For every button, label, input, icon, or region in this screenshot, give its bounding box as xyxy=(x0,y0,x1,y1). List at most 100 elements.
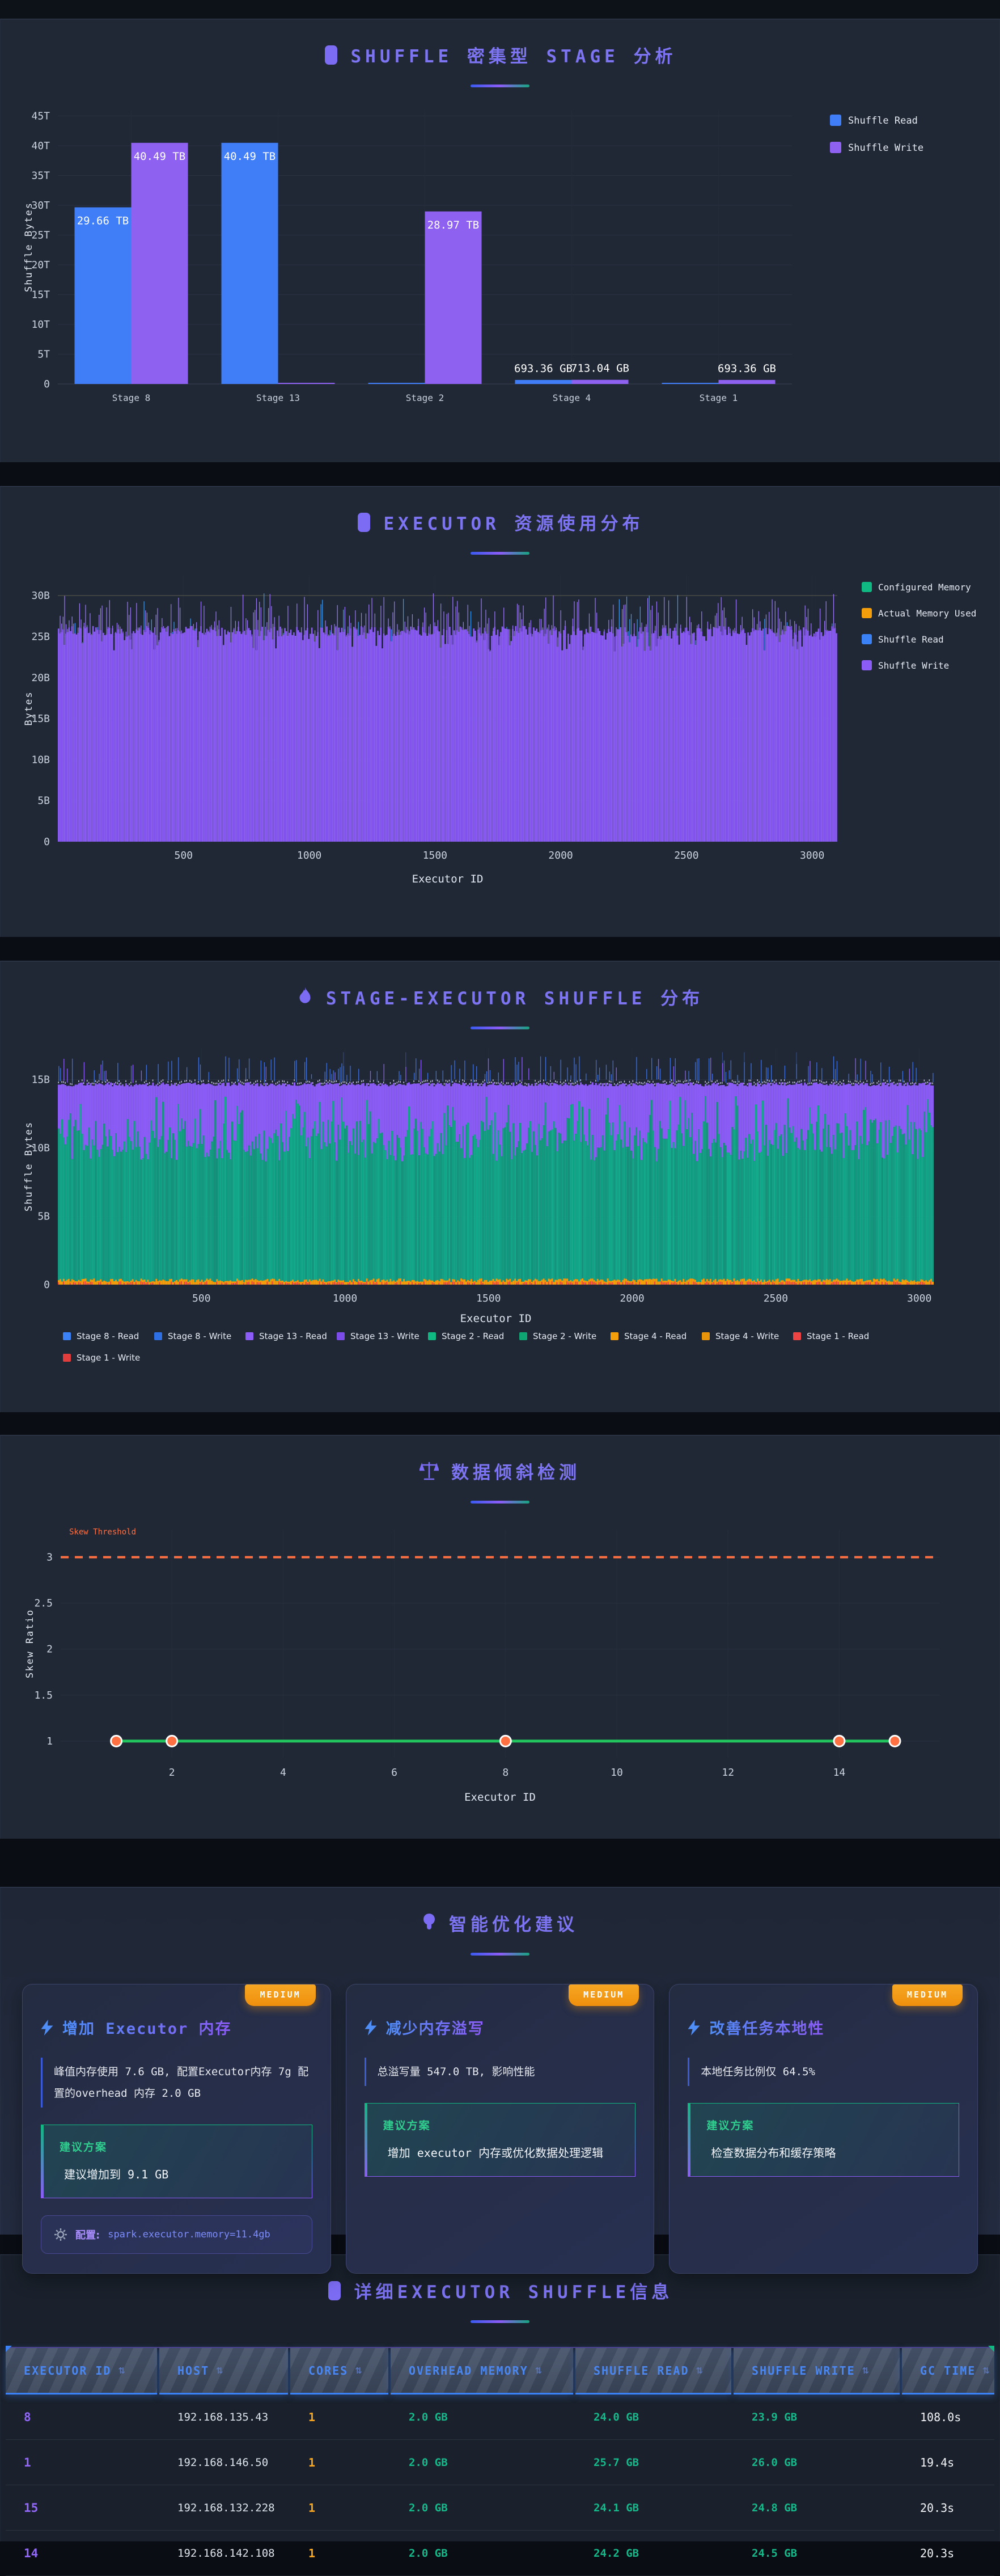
svg-text:Configured Memory: Configured Memory xyxy=(878,582,971,593)
column-header-executor-id[interactable]: EXECUTOR ID ⇅ xyxy=(6,2348,157,2395)
legend-item[interactable]: Stage 8 - Write xyxy=(154,1331,245,1341)
legend-label: Stage 13 - Read xyxy=(259,1331,327,1341)
svg-text:Shuffle Read: Shuffle Read xyxy=(848,115,918,126)
legend-label: Stage 1 - Write xyxy=(77,1353,141,1363)
plan-text: 检查数据分布和缓存策略 xyxy=(711,2146,836,2160)
sort-icon[interactable]: ⇅ xyxy=(862,2365,871,2376)
svg-text:Shuffle Write: Shuffle Write xyxy=(848,142,923,154)
bar-icon xyxy=(324,45,337,65)
column-header-shuffle-read[interactable]: SHUFFLE READ ⇅ xyxy=(575,2348,731,2395)
svg-text:1000: 1000 xyxy=(297,850,321,862)
svg-text:15B: 15B xyxy=(31,1074,50,1086)
column-header-cores[interactable]: CORES ⇅ xyxy=(290,2348,388,2395)
svg-text:14: 14 xyxy=(833,1767,846,1779)
svg-text:Stage 1: Stage 1 xyxy=(700,392,738,403)
severity-badge: MEDIUM xyxy=(569,1984,639,2006)
legend-item[interactable]: Actual Memory Used xyxy=(862,608,976,619)
sort-icon[interactable]: ⇅ xyxy=(118,2365,127,2376)
legend-item[interactable]: Stage 2 - Write xyxy=(519,1331,611,1341)
table-cell: 14 xyxy=(24,2546,39,2560)
config-label: 配置: xyxy=(75,2229,100,2241)
legend-swatch xyxy=(63,1332,71,1340)
legend-label: Stage 13 - Write xyxy=(350,1331,420,1341)
executor-resource-chart[interactable]: 0 5B 10B 15B 20B 25B 30B 500 1000 1500 2000 2500 300… xyxy=(18,565,982,905)
svg-text:3000: 3000 xyxy=(907,1293,931,1304)
section-header: SHUFFLE 密集型 STAGE 分析 xyxy=(1,19,999,67)
section-header: 详细EXECUTOR SHUFFLE信息 xyxy=(1,2255,999,2303)
lightning-icon xyxy=(365,2019,377,2036)
svg-text:15B: 15B xyxy=(31,713,50,725)
executor-shuffle-table: EXECUTOR ID ⇅ HOST ⇅ CORES ⇅ OVERHEAD MEMORY ⇅ S… xyxy=(6,2346,994,2576)
stage-executor-stacked-chart[interactable]: 0 5B 10B 15B 500 1000 1500 2000 2500 3000 Executor… xyxy=(18,1040,982,1325)
svg-text:Executor ID: Executor ID xyxy=(464,1791,536,1804)
sort-icon[interactable]: ⇅ xyxy=(982,2365,991,2376)
severity-badge: MEDIUM xyxy=(245,1984,316,2006)
table-cell: 24.0 GB xyxy=(594,2410,639,2423)
svg-text:20T: 20T xyxy=(31,259,50,271)
legend-item[interactable]: Shuffle Write xyxy=(862,660,949,671)
legend-item[interactable]: Stage 13 - Read xyxy=(245,1331,337,1341)
svg-text:30B: 30B xyxy=(31,590,50,602)
legend-item[interactable]: Stage 1 - Read xyxy=(793,1331,884,1341)
legend-item[interactable]: Stage 4 - Read xyxy=(611,1331,702,1341)
table-cell: 19.4s xyxy=(920,2455,955,2469)
skew-ratio-line-chart[interactable]: 1 1.5 2 2.5 3 Skew Threshold 2 4 6 8 10 12 14 Executo… xyxy=(18,1514,982,1809)
legend-item[interactable]: Stage 4 - Write xyxy=(702,1331,793,1341)
legend-item[interactable]: Stage 1 - Write xyxy=(63,1353,154,1363)
sort-icon[interactable]: ⇅ xyxy=(696,2365,705,2376)
sort-icon[interactable]: ⇅ xyxy=(216,2365,224,2376)
svg-text:10B: 10B xyxy=(31,1142,50,1154)
svg-text:Shuffle Bytes: Shuffle Bytes xyxy=(23,1121,35,1211)
column-label: HOST xyxy=(177,2363,210,2377)
svg-text:0: 0 xyxy=(44,836,50,848)
panel-executor-resource: EXECUTOR 资源使用分布 0 5B 10B 15B 20B 25B 30B 500 100… xyxy=(0,486,1000,937)
svg-text:Shuffle Bytes: Shuffle Bytes xyxy=(23,202,35,292)
table-row: 8 192.168.135.43 1 2.0 GB 24.0 GB 23.9 GB 108.… xyxy=(6,2395,994,2440)
column-header-gc-time[interactable]: GC TIME ⇅ xyxy=(902,2348,994,2395)
svg-text:Skew Ratio: Skew Ratio xyxy=(24,1609,36,1678)
legend-swatch xyxy=(154,1332,162,1340)
svg-text:Stage 13: Stage 13 xyxy=(256,392,300,403)
suggestion-card-memory[interactable]: MEDIUM 增加 Executor 内存 峰值内存使用 7.6 GB, 配置E… xyxy=(22,1984,331,2274)
section-header: EXECUTOR 资源使用分布 xyxy=(1,487,999,535)
column-header-overhead-memory[interactable]: OVERHEAD MEMORY ⇅ xyxy=(391,2348,573,2395)
svg-text:2500: 2500 xyxy=(764,1293,788,1304)
legend-item[interactable]: Configured Memory xyxy=(862,582,971,593)
legend-item[interactable]: Stage 2 - Read xyxy=(428,1331,519,1341)
svg-text:693.36 GB: 693.36 GB xyxy=(514,362,573,375)
table-row: 15 192.168.132.228 1 2.0 GB 24.1 GB 24.8 GB 20… xyxy=(6,2485,994,2531)
suggestion-card-spill[interactable]: MEDIUM 减少内存溢写 总溢写量 547.0 TB, 影响性能 建议方案 增… xyxy=(345,1984,655,2274)
column-label: OVERHEAD MEMORY xyxy=(409,2363,528,2377)
legend-item[interactable]: Stage 8 - Read xyxy=(63,1331,154,1341)
legend-label: Stage 8 - Write xyxy=(168,1331,232,1341)
legend-label: Stage 4 - Write xyxy=(715,1331,779,1341)
section-gap xyxy=(0,937,1000,961)
svg-text:Bytes: Bytes xyxy=(23,691,35,725)
sort-icon[interactable]: ⇅ xyxy=(535,2365,544,2376)
stage-shuffle-bar-chart[interactable]: 0 5T 10T 15T 20T 25T 30T 35T 40T 45T 29.66 TB 40.49… xyxy=(18,98,982,415)
plan-text: 建议增加到 9.1 GB xyxy=(64,2168,169,2181)
svg-text:2000: 2000 xyxy=(620,1293,644,1304)
section-title: 数据倾斜检测 xyxy=(451,1463,580,1483)
severity-badge: MEDIUM xyxy=(892,1984,963,2006)
table-header-row: EXECUTOR ID ⇅ HOST ⇅ CORES ⇅ OVERHEAD MEMORY ⇅ S… xyxy=(6,2347,994,2395)
legend-item[interactable]: Stage 13 - Write xyxy=(337,1331,428,1341)
legend-item[interactable]: Shuffle Read xyxy=(862,634,944,645)
legend-item[interactable]: Shuffle Read xyxy=(830,115,918,126)
svg-text:10T: 10T xyxy=(31,319,50,331)
suggestion-card-locality[interactable]: MEDIUM 改善任务本地性 本地任务比例仅 64.5% 建议方案 检查数据分布… xyxy=(669,1984,978,2274)
section-title: EXECUTOR 资源使用分布 xyxy=(383,514,644,534)
column-header-shuffle-write[interactable]: SHUFFLE WRITE ⇅ xyxy=(734,2348,900,2395)
plan-text: 增加 executor 内存或优化数据处理逻辑 xyxy=(387,2146,604,2160)
table-cell: 26.0 GB xyxy=(752,2456,798,2469)
sort-icon[interactable]: ⇅ xyxy=(355,2365,363,2376)
svg-text:40.49 TB: 40.49 TB xyxy=(134,150,186,163)
svg-text:500: 500 xyxy=(175,850,193,862)
legend-swatch xyxy=(519,1332,527,1340)
config-box: 配置: spark.executor.memory=11.4gb xyxy=(41,2215,312,2254)
bar-icon xyxy=(357,512,370,532)
legend-item[interactable]: Shuffle Write xyxy=(830,142,923,154)
svg-text:40T: 40T xyxy=(31,140,50,152)
bar-icon xyxy=(328,2281,341,2300)
column-header-host[interactable]: HOST ⇅ xyxy=(159,2348,288,2395)
